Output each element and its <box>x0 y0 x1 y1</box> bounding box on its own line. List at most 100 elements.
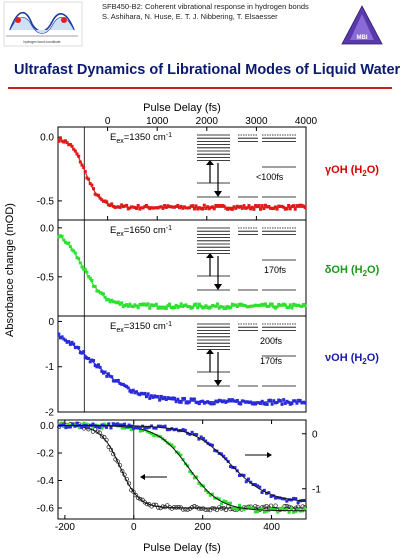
data-point <box>138 207 142 211</box>
data-point <box>262 207 266 211</box>
atom-icon <box>15 17 21 23</box>
data-point <box>159 306 163 310</box>
data-point <box>282 302 286 306</box>
x-tick-label: 4000 <box>295 116 318 127</box>
y-tick-label: 0.0 <box>40 223 54 234</box>
data-point <box>189 397 193 401</box>
data-point <box>125 425 129 429</box>
data-point <box>90 358 94 362</box>
logo-left: hydrogen bond coordinate <box>3 1 83 47</box>
y-axis-title: Absorbance change (mOD) <box>4 203 16 337</box>
data-point <box>204 489 208 493</box>
data-point <box>195 475 199 479</box>
data-point <box>189 204 193 208</box>
data-point <box>189 306 193 310</box>
data-point <box>209 402 213 406</box>
data-point <box>232 399 236 403</box>
data-point <box>70 144 74 148</box>
data-point <box>129 428 133 432</box>
data-point <box>130 390 134 394</box>
data-point <box>280 506 284 510</box>
data-point <box>234 303 238 307</box>
data-point <box>148 396 152 400</box>
data-point <box>237 503 241 507</box>
data-point <box>101 371 105 375</box>
data-point <box>132 426 136 430</box>
data-point <box>298 203 302 207</box>
data-point <box>199 506 204 511</box>
data-point <box>196 506 202 511</box>
data-point <box>217 505 222 510</box>
data-point <box>100 291 104 295</box>
data-point <box>302 302 306 306</box>
data-point <box>280 497 284 501</box>
data-point <box>237 473 241 477</box>
data-point <box>110 298 114 302</box>
data-point <box>249 207 253 211</box>
data-point <box>283 303 287 307</box>
data-point <box>283 207 287 211</box>
data-point <box>77 154 81 158</box>
relaxation-time-label: 170fs <box>260 356 283 366</box>
header-line-1: SFB450-B2: Coherent vibrational response… <box>102 2 309 11</box>
data-point <box>83 355 87 359</box>
data-point <box>63 139 67 143</box>
data-point <box>219 502 223 506</box>
data-point <box>202 306 206 310</box>
data-point <box>229 399 233 403</box>
data-point <box>179 400 183 404</box>
y-tick-label: -0.2 <box>37 449 55 460</box>
data-point <box>133 492 138 498</box>
data-point <box>100 369 104 373</box>
data-point <box>237 303 241 307</box>
data-point <box>263 402 267 406</box>
data-point <box>253 483 257 487</box>
atom-icon <box>61 17 67 23</box>
data-point <box>219 452 223 456</box>
data-point <box>204 400 208 404</box>
data-point <box>233 466 237 470</box>
data-point <box>80 423 84 427</box>
data-point <box>277 398 281 402</box>
data-point <box>171 306 175 310</box>
data-point <box>267 205 271 209</box>
data-point <box>199 435 203 439</box>
data-point <box>280 402 284 406</box>
data-point <box>216 302 220 306</box>
data-point <box>211 304 215 308</box>
data-point <box>181 206 185 210</box>
data-point <box>125 203 129 207</box>
y-tick-label: -0.6 <box>37 504 55 515</box>
data-point <box>293 399 297 403</box>
data-point <box>292 496 296 500</box>
data-point <box>85 356 89 360</box>
data-point <box>152 426 156 430</box>
data-point <box>237 402 241 406</box>
data-point <box>300 401 304 405</box>
y-tick-label: -0.4 <box>37 476 55 487</box>
data-point <box>287 305 291 309</box>
data-point <box>219 204 223 208</box>
data-point <box>239 302 243 306</box>
data-point <box>255 303 259 307</box>
data-point <box>188 470 192 474</box>
data-point <box>197 437 201 441</box>
data-point <box>217 306 221 310</box>
data-point <box>233 506 237 510</box>
fit-line <box>57 425 306 509</box>
data-point <box>111 422 115 426</box>
data-point <box>134 426 138 430</box>
data-point <box>115 205 119 209</box>
data-point <box>145 426 149 430</box>
data-point <box>303 498 307 502</box>
data-point <box>262 402 266 406</box>
data-point <box>104 425 108 429</box>
title-rule <box>8 87 392 89</box>
data-point <box>153 303 157 307</box>
data-point <box>240 303 244 307</box>
data-point <box>257 203 261 207</box>
arrow-head <box>267 452 272 458</box>
data-point <box>270 402 274 406</box>
data-point <box>123 384 127 388</box>
